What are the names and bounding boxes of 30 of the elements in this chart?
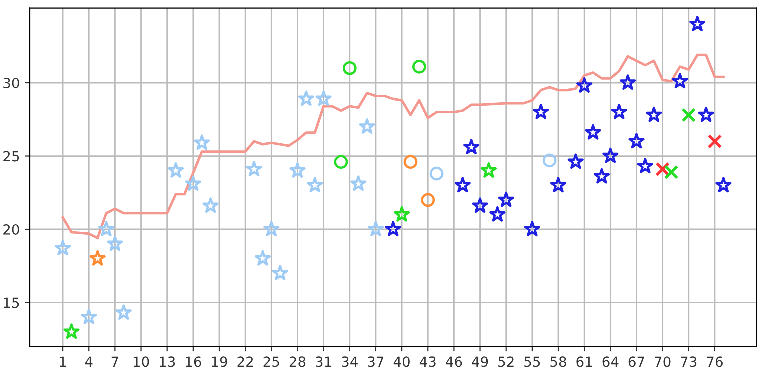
y-tick-label: 20 [4, 224, 20, 235]
x-tick-label: 73 [681, 356, 697, 368]
x-tick-label: 7 [112, 356, 118, 367]
x-tick-label: 58 [550, 356, 566, 368]
y-tick-label: 15 [4, 298, 20, 308]
x-tick-label: 40 [394, 356, 410, 368]
x-tick-label: 19 [212, 356, 228, 368]
x-tick-label: 52 [498, 356, 514, 368]
x-tick-label: 64 [602, 356, 619, 368]
y-tick-label: 30 [4, 78, 20, 88]
x-tick-label: 28 [290, 356, 306, 368]
x-tick-label: 13 [160, 356, 176, 368]
x-tick-label: 55 [524, 356, 540, 368]
x-tick-label: 1 [60, 356, 66, 367]
y-tick-label: 25 [4, 151, 20, 162]
x-tick-label: 10 [134, 356, 150, 368]
x-tick-label: 70 [655, 356, 671, 368]
x-tick-label: 43 [420, 356, 436, 368]
x-tick-label: 61 [576, 356, 592, 368]
x-tick-label: 31 [316, 356, 332, 368]
x-tick-label: 67 [628, 356, 644, 368]
x-tick-label: 25 [264, 356, 280, 368]
x-tick-label: 34 [342, 356, 358, 368]
x-tick-label: 76 [707, 356, 723, 368]
x-tick-label: 4 [85, 356, 93, 367]
x-tick-label: 37 [368, 356, 384, 368]
x-tick-label: 49 [472, 356, 488, 368]
x-tick-label: 22 [238, 356, 254, 367]
x-tick-label: 16 [186, 356, 202, 368]
x-tick-label: 46 [446, 356, 462, 368]
